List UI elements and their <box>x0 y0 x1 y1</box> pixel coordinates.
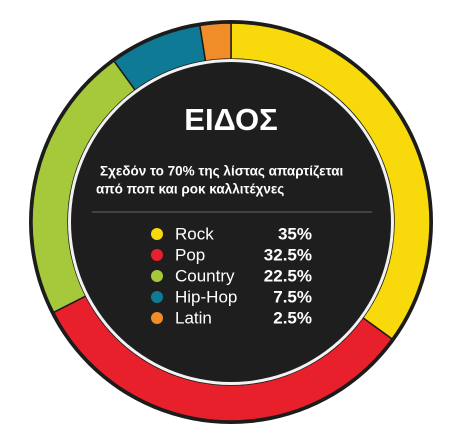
legend-label: Pop <box>175 245 205 264</box>
legend-dot <box>151 291 163 303</box>
legend-dot <box>151 249 163 261</box>
legend-dot <box>151 228 163 240</box>
value-label: 22.5% <box>264 266 312 285</box>
value-label: 32.5% <box>264 245 312 264</box>
legend-label: Hip-Hop <box>175 287 237 306</box>
legend-label: Country <box>175 266 235 285</box>
chart-title: ΕΙΔΟΣ <box>184 102 277 137</box>
legend-dot <box>151 270 163 282</box>
value-label: 35% <box>278 224 312 243</box>
subtitle: Σχεδόν το 70% της λίστας απαρτίζεται <box>100 164 344 179</box>
legend-label: Latin <box>175 308 212 327</box>
value-label: 7.5% <box>273 287 312 306</box>
legend-label: Rock <box>175 224 214 243</box>
inner-disk <box>71 62 391 382</box>
subtitle: από ποπ και ροκ καλλιτέχνες <box>96 182 284 197</box>
donut-segment <box>199 22 232 62</box>
value-label: 2.5% <box>273 308 312 327</box>
legend-dot <box>151 312 163 324</box>
legend: Rock 35% Pop 32.5% Country 22.5% Hip-Hop 7.5% La… <box>151 224 312 327</box>
